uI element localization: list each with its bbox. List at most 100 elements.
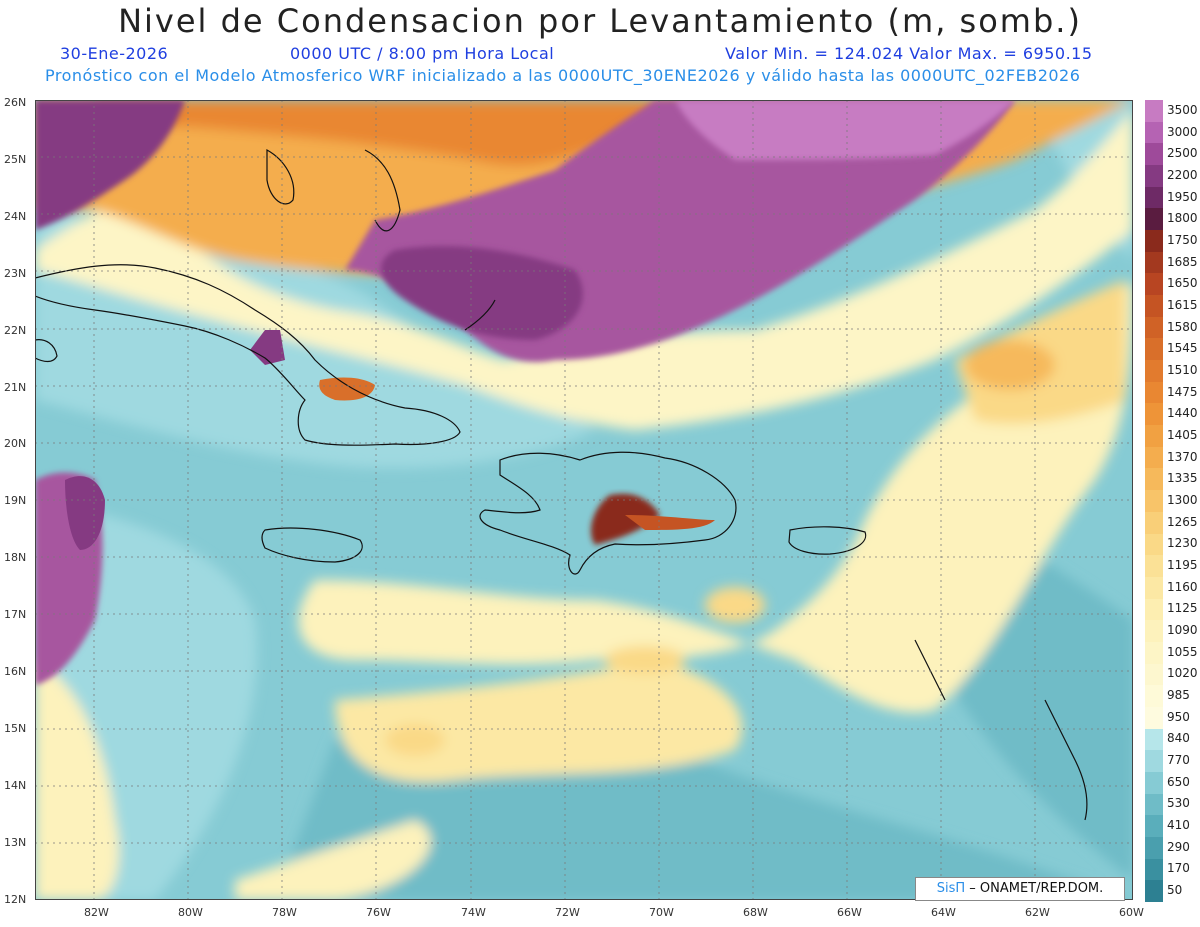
coast-antilles-1 [914,639,946,701]
legend-swatch [1145,771,1163,795]
legend-level: 1370 [1167,449,1198,464]
min-max-values: Valor Min. = 124.024 Valor Max. = 6950.1… [725,44,1093,63]
legend-swatch [1145,685,1163,708]
legend-level: 1160 [1167,579,1198,594]
legend-level: 650 [1167,774,1190,789]
lat-label: 12N [4,892,27,906]
legend-swatch [1145,316,1163,339]
legend-level: 1195 [1167,558,1198,573]
legend-swatch [1145,273,1163,296]
lat-label: 19N [4,494,27,508]
coastlines [35,148,1088,821]
legend-swatch [1145,858,1163,881]
coast-yucatan [35,339,58,363]
legend-level: 1800 [1167,211,1198,226]
legend-level: 3500 [1167,102,1198,117]
legend-level: 290 [1167,839,1190,854]
legend-swatch [1145,511,1163,534]
credit-text: – ONAMET/REP.DOM. [965,881,1104,896]
lat-label: 25N [4,152,27,166]
legend-swatch [1145,490,1163,513]
color-legend [1145,100,1163,903]
forecast-date: 30-Ene-2026 [60,44,169,63]
legend-level: 1510 [1167,362,1198,377]
lon-label: 74W [461,906,486,919]
legend-swatch [1145,793,1163,816]
purple-airmass [35,100,1015,685]
legend-level: 1950 [1167,189,1198,204]
lat-label: 23N [4,266,27,280]
legend-level: 770 [1167,753,1190,768]
legend-level: 1335 [1167,471,1198,486]
lat-label: 22N [4,323,27,337]
legend-swatch [1145,251,1163,274]
lon-label: 62W [1025,906,1050,919]
legend-swatch [1145,880,1163,903]
legend-swatch [1145,750,1163,773]
map-frame [35,100,1133,900]
legend-swatch [1145,706,1163,730]
lon-label: 78W [272,906,297,919]
coast-andros [364,149,401,232]
legend-swatch [1145,403,1163,426]
legend-level: 1475 [1167,384,1198,399]
legend-level: 1615 [1167,297,1198,312]
legend-swatch [1145,165,1163,188]
legend-level: 410 [1167,818,1190,833]
legend-swatch [1145,598,1163,621]
coast-hispaniola [479,451,737,575]
legend-swatch [1145,663,1163,686]
lat-label: 17N [4,608,27,622]
legend-swatch [1145,295,1163,318]
legend-level: 1685 [1167,254,1198,269]
legend-level: 1545 [1167,341,1198,356]
legend-swatch [1145,230,1163,253]
lat-label: 26N [4,96,27,109]
legend-level: 530 [1167,796,1190,811]
legend-level: 3000 [1167,124,1198,139]
legend-swatch [1145,425,1163,448]
legend-level: 950 [1167,709,1190,724]
lat-label: 15N [4,721,27,735]
coast-jamaica [261,527,363,563]
legend-swatch [1145,381,1163,404]
legend-level: 1405 [1167,427,1198,442]
lon-label: 68W [743,906,768,919]
lat-label: 13N [4,835,27,849]
map-title: Nivel de Condensacion por Levantamiento … [118,2,1082,40]
legend-swatch [1145,576,1163,600]
coast-antilles-2 [1044,699,1088,821]
legend-level: 170 [1167,861,1190,876]
lat-label: 24N [4,209,27,223]
forecast-time: 0000 UTC / 8:00 pm Hora Local [290,44,555,63]
legend-swatch [1145,338,1163,361]
legend-swatch [1145,533,1163,556]
legend-swatch [1145,836,1163,860]
legend-swatch [1145,143,1163,166]
legend-swatch [1145,446,1163,469]
map-canvas [35,100,1133,900]
graticule [35,100,1133,900]
lat-label: 18N [4,551,27,565]
legend-level: 1230 [1167,536,1198,551]
lat-label: 16N [4,665,27,678]
legend-level: 1650 [1167,276,1198,291]
lat-label: 20N [4,437,27,451]
legend-level: 1440 [1167,406,1198,421]
model-info: Pronóstico con el Modelo Atmosferico WRF… [45,66,1081,85]
lon-label: 82W [84,906,109,919]
legend-level: 1580 [1167,319,1198,334]
legend-level: 50 [1167,883,1183,898]
weather-map [35,100,1133,900]
legend-swatch [1145,208,1163,231]
legend-level: 840 [1167,731,1190,746]
coast-cuba [35,264,461,446]
lon-label: 72W [555,906,580,919]
lon-label: 64W [931,906,956,919]
legend-level: 1090 [1167,623,1198,638]
lon-label: 76W [366,906,391,919]
legend-swatch [1145,100,1163,123]
legend-swatch [1145,186,1163,209]
lon-label: 70W [649,906,674,919]
lat-label: 14N [4,778,27,792]
